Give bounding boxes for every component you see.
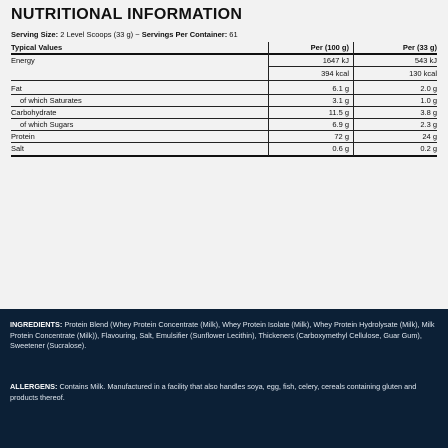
column-divider xyxy=(353,42,354,156)
row-value-per-serving: 2.3 g xyxy=(420,120,437,129)
row-value-per-100g: 72 g xyxy=(334,132,349,141)
row-rule xyxy=(11,80,437,81)
row-value-per-100g: 394 kcal xyxy=(321,69,349,78)
row-value-per-serving: 543 kJ xyxy=(414,56,437,65)
table-row-salt: Salt 0.6 g 0.2 g xyxy=(11,143,437,154)
row-rule xyxy=(11,118,437,119)
row-value-per-serving: 2.0 g xyxy=(420,84,437,93)
row-value-per-100g: 3.1 g xyxy=(332,96,349,105)
table-row-saturates: of which Saturates 3.1 g 1.0 g xyxy=(11,95,437,106)
table-row-fat: Fat 6.1 g 2.0 g xyxy=(11,83,437,94)
allergens-block: ALLERGENS: Contains Milk. Manufactured i… xyxy=(10,382,440,403)
nutrition-panel: NUTRITIONAL INFORMATION Serving Size: 2 … xyxy=(0,0,448,309)
row-label: Protein xyxy=(11,132,35,141)
row-rule xyxy=(11,142,437,143)
row-label: Salt xyxy=(11,144,24,153)
header-typical-values: Typical Values xyxy=(11,43,63,52)
table-row-energy-kj: Energy 1647 kJ 543 kJ xyxy=(11,55,437,66)
row-rule xyxy=(11,106,437,107)
row-value-per-100g: 6.1 g xyxy=(332,84,349,93)
table-row-energy-kcal: 394 kcal 130 kcal xyxy=(11,68,437,79)
table-bottom-rule xyxy=(11,155,437,157)
header-rule xyxy=(11,53,437,55)
row-label: Carbohydrate xyxy=(11,108,57,117)
header-per-serving: Per (33 g) xyxy=(402,43,437,52)
row-value-per-100g: 11.5 g xyxy=(328,108,349,117)
ingredients-label: INGREDIENTS: xyxy=(10,320,63,329)
servings-per-container-value: 61 xyxy=(229,30,238,39)
table-row-carbohydrate: Carbohydrate 11.5 g 3.8 g xyxy=(11,107,437,118)
row-label: of which Saturates xyxy=(20,96,82,105)
serving-size-value: 2 Level Scoops (33 g) xyxy=(60,30,134,39)
row-value-per-serving: 3.8 g xyxy=(420,108,437,117)
ingredients-block: INGREDIENTS: Protein Blend (Whey Protein… xyxy=(10,320,440,352)
table-header: Typical Values Per (100 g) Per (33 g) xyxy=(11,42,437,53)
panel-title: NUTRITIONAL INFORMATION xyxy=(11,6,243,23)
serving-separator: ~ xyxy=(135,30,140,39)
servings-per-container-label: Servings Per Container: xyxy=(141,30,228,39)
serving-info: Serving Size: 2 Level Scoops (33 g) ~ Se… xyxy=(11,30,238,39)
row-label: Energy xyxy=(11,56,35,65)
column-divider xyxy=(268,42,269,156)
row-value-per-100g: 1647 kJ xyxy=(322,56,349,65)
row-value-per-serving: 130 kcal xyxy=(409,69,437,78)
row-value-per-100g: 0.6 g xyxy=(332,144,349,153)
row-value-per-serving: 0.2 g xyxy=(420,144,437,153)
serving-size-label: Serving Size: xyxy=(11,30,59,39)
row-value-per-serving: 24 g xyxy=(422,132,437,141)
allergens-label: ALLERGENS: xyxy=(10,382,58,391)
row-label: of which Sugars xyxy=(20,120,74,129)
table-row-protein: Protein 72 g 24 g xyxy=(11,131,437,142)
row-value-per-serving: 1.0 g xyxy=(420,96,437,105)
header-per-100g: Per (100 g) xyxy=(310,43,349,52)
row-rule xyxy=(11,130,437,131)
allergens-text: Contains Milk. Manufactured in a facilit… xyxy=(10,382,417,402)
energy-sub-rule xyxy=(268,66,437,67)
row-value-per-100g: 6.9 g xyxy=(332,120,349,129)
row-rule xyxy=(11,94,437,95)
table-row-sugars: of which Sugars 6.9 g 2.3 g xyxy=(11,119,437,130)
ingredients-text: Protein Blend (Whey Protein Concentrate … xyxy=(10,320,435,350)
row-label: Fat xyxy=(11,84,22,93)
